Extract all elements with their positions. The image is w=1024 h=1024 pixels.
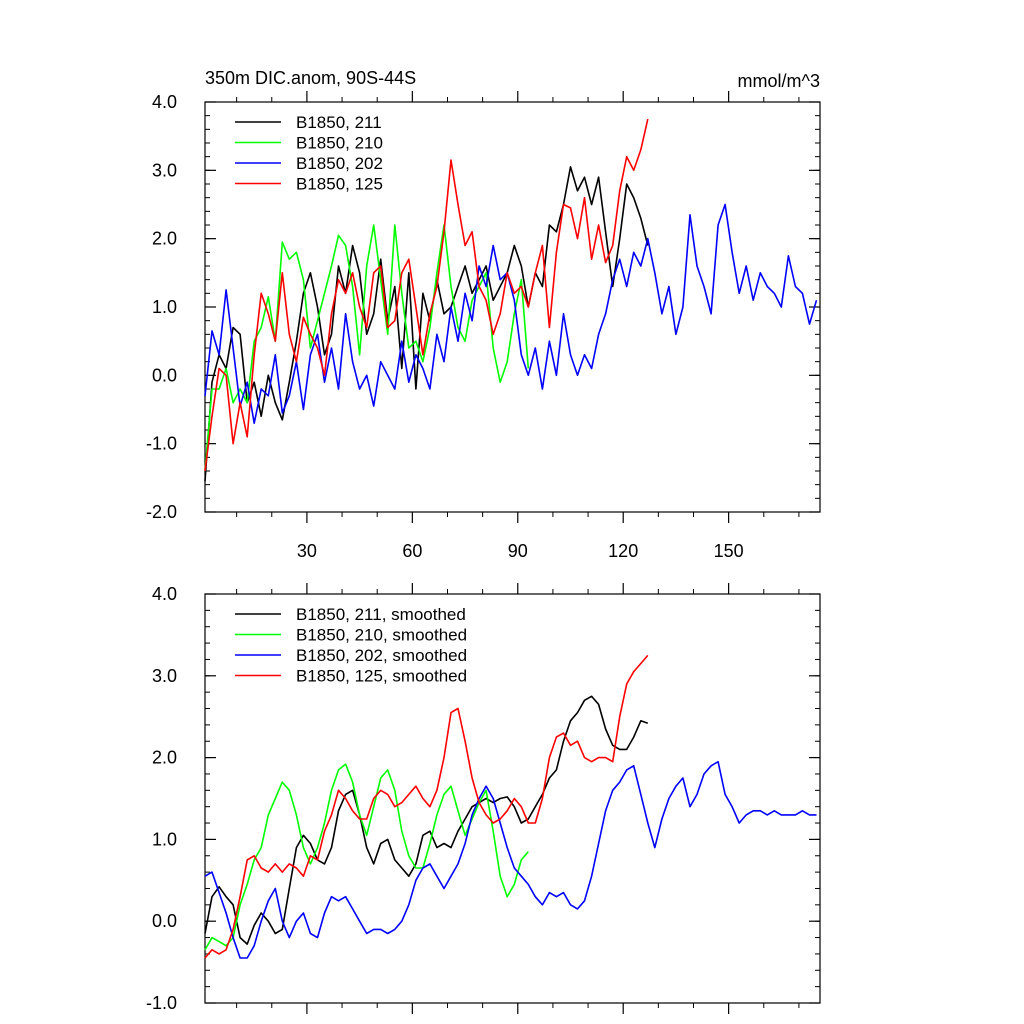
y-tick-label: 1.0 bbox=[152, 297, 177, 317]
legend-label: B1850, 210, smoothed bbox=[296, 626, 467, 645]
x-tick-label: 150 bbox=[714, 541, 744, 561]
legend-label: B1850, 202, smoothed bbox=[296, 646, 467, 665]
series-line bbox=[204, 203, 818, 425]
bottom-panel: -1.0 0.0 1.0 2.0 3.0 4.0 B1850, 211, smoothed B… bbox=[146, 583, 821, 1014]
series-line bbox=[204, 118, 649, 472]
units-label: mmol/m^3 bbox=[738, 71, 820, 91]
y-tick-label: 2.0 bbox=[152, 748, 177, 768]
x-tick-label: 90 bbox=[508, 541, 528, 561]
y-tick-label: -1.0 bbox=[146, 434, 177, 454]
series-line bbox=[204, 654, 649, 959]
series-line bbox=[204, 695, 649, 945]
x-tick-label: 120 bbox=[608, 541, 638, 561]
y-tick-label: 2.0 bbox=[152, 229, 177, 249]
y-tick-label: 4.0 bbox=[152, 92, 177, 112]
series-line bbox=[204, 763, 529, 951]
y-tick-label: 0.0 bbox=[152, 365, 177, 385]
y-tick-label: -2.0 bbox=[146, 502, 177, 522]
plot-frame bbox=[204, 593, 821, 1004]
y-tick-label: 3.0 bbox=[152, 160, 177, 180]
y-tick-label: 1.0 bbox=[152, 829, 177, 849]
y-tick-label: 0.0 bbox=[152, 911, 177, 931]
chart-title: 350m DIC.anom, 90S-44S bbox=[205, 68, 416, 88]
legend-label: B1850, 125, smoothed bbox=[296, 667, 467, 686]
series-line bbox=[204, 760, 817, 959]
series-line bbox=[204, 166, 649, 482]
series-line bbox=[204, 224, 530, 472]
legend-label: B1850, 202 bbox=[296, 154, 383, 173]
x-tick-label: 60 bbox=[402, 541, 422, 561]
legend-label: B1850, 211 bbox=[296, 113, 382, 132]
legend-label: B1850, 210 bbox=[296, 134, 383, 153]
y-tick-label: 3.0 bbox=[152, 666, 177, 686]
legend-label: B1850, 211, smoothed bbox=[296, 605, 466, 624]
y-tick-label: -1.0 bbox=[146, 993, 177, 1013]
top-panel: 350m DIC.anom, 90S-44S mmol/m^3 -2.0 -1.0… bbox=[146, 68, 821, 561]
x-tick-label: 30 bbox=[297, 541, 317, 561]
y-tick-label: 4.0 bbox=[152, 584, 177, 604]
legend-label: B1850, 125 bbox=[296, 175, 383, 194]
